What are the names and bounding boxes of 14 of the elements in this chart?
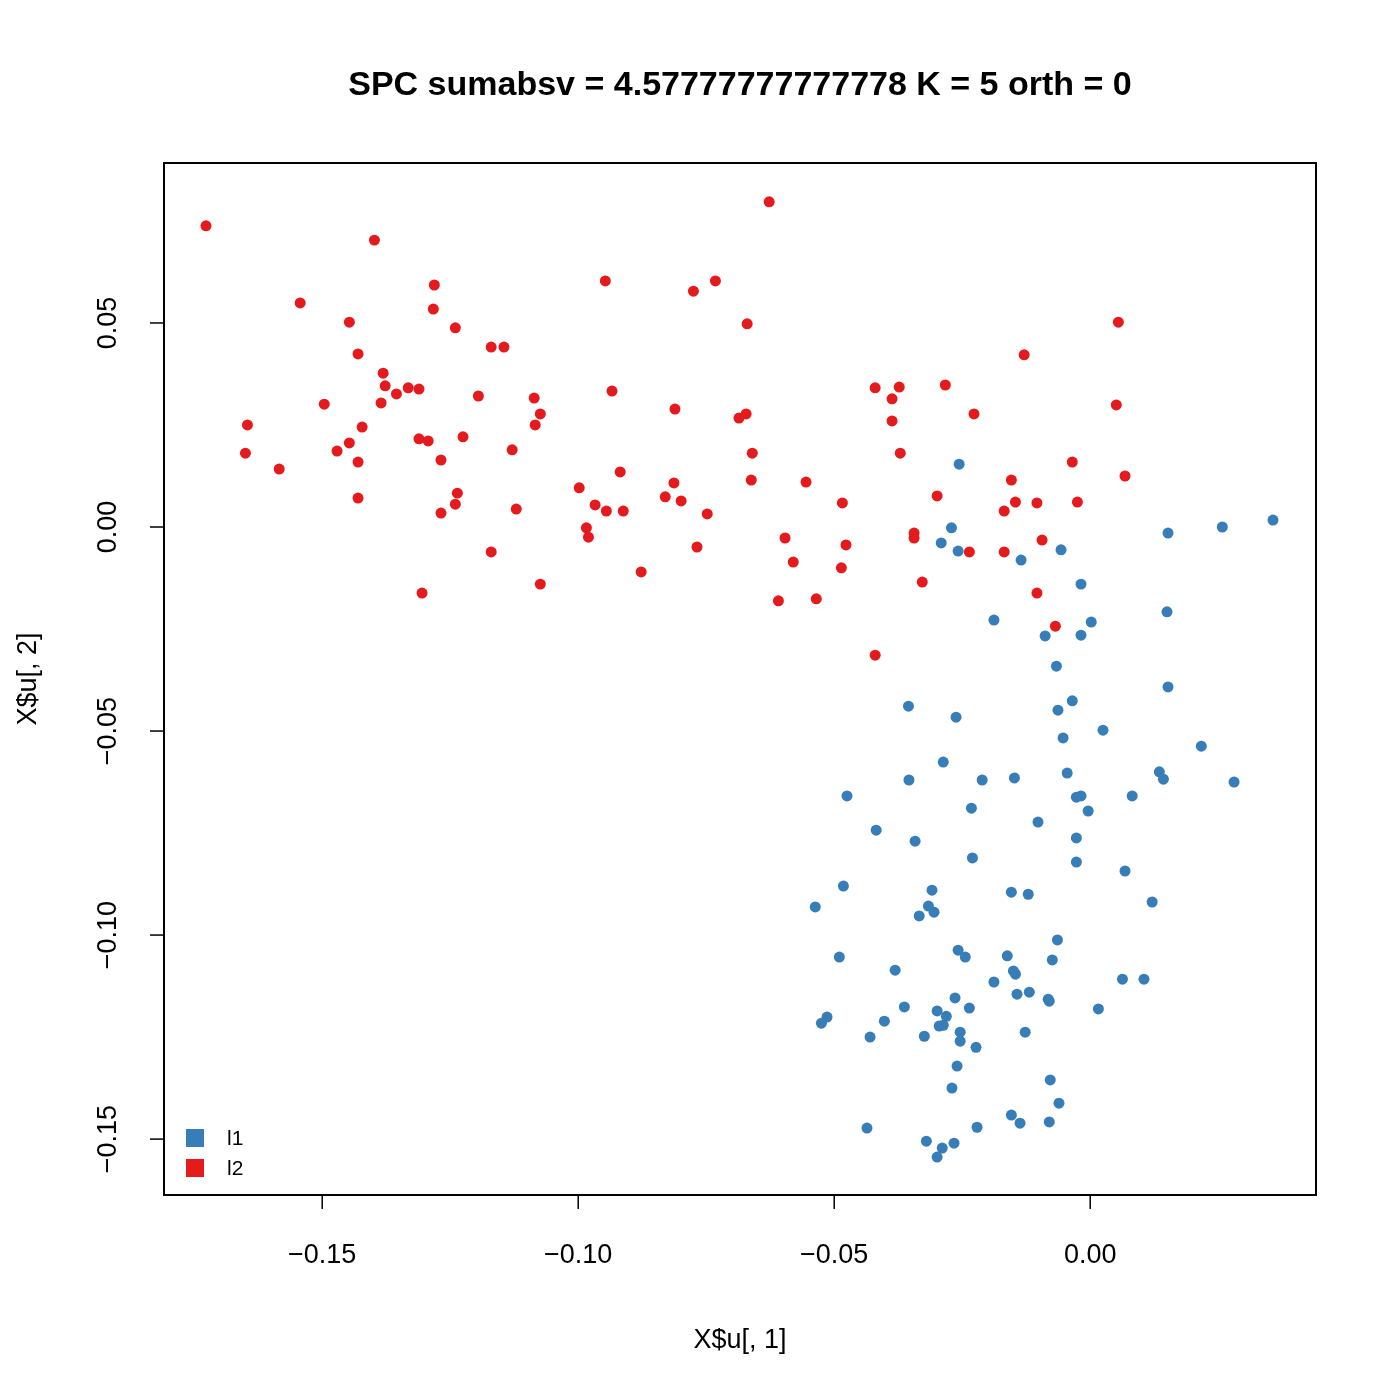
x-tick-label: −0.05 — [800, 1239, 869, 1269]
x-tick-label: 0.00 — [1063, 1239, 1117, 1269]
x-tick-label: −0.15 — [288, 1239, 357, 1269]
x-axis-title: X$u[, 1] — [693, 1324, 787, 1354]
y-axis-title: X$u[, 2] — [12, 632, 42, 726]
legend-label: l2 — [227, 1156, 244, 1179]
y-tick-label: 0.05 — [92, 296, 122, 350]
x-tick-label: −0.10 — [544, 1239, 613, 1269]
chart-title: SPC sumabsv = 4.57777777777778 K = 5 orth = 0 — [348, 64, 1132, 102]
y-tick-label: −0.15 — [92, 1104, 122, 1174]
y-tick-label: −0.05 — [92, 696, 122, 766]
y-tick-label: −0.10 — [92, 900, 122, 970]
y-tick-label: 0.00 — [92, 500, 122, 554]
legend-label: l1 — [227, 1126, 244, 1149]
